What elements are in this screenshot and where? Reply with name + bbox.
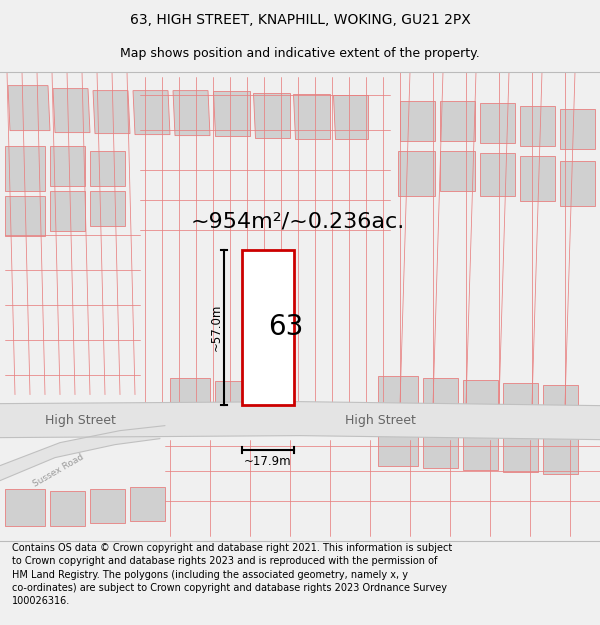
Polygon shape <box>480 102 515 142</box>
Polygon shape <box>50 191 85 231</box>
Text: ~57.0m: ~57.0m <box>209 303 223 351</box>
Polygon shape <box>5 196 45 236</box>
Text: High Street: High Street <box>44 414 115 427</box>
Polygon shape <box>0 426 165 481</box>
Polygon shape <box>50 146 85 186</box>
Polygon shape <box>133 91 170 134</box>
Polygon shape <box>463 379 498 414</box>
Polygon shape <box>400 101 435 141</box>
Polygon shape <box>503 429 538 472</box>
Text: Contains OS data © Crown copyright and database right 2021. This information is : Contains OS data © Crown copyright and d… <box>12 543 452 606</box>
Polygon shape <box>503 382 538 417</box>
Polygon shape <box>543 431 578 474</box>
Polygon shape <box>480 152 515 196</box>
Polygon shape <box>173 91 210 136</box>
Polygon shape <box>215 381 250 414</box>
Polygon shape <box>423 424 458 468</box>
Text: 63: 63 <box>268 313 304 341</box>
Polygon shape <box>463 427 498 469</box>
Polygon shape <box>293 94 330 139</box>
Polygon shape <box>423 378 458 412</box>
Polygon shape <box>5 489 45 526</box>
Polygon shape <box>50 491 85 526</box>
Polygon shape <box>520 156 555 201</box>
Text: Sussex Road: Sussex Road <box>31 452 85 489</box>
Polygon shape <box>90 489 125 522</box>
Polygon shape <box>130 487 165 521</box>
Polygon shape <box>378 422 418 466</box>
Text: ~954m²/~0.236ac.: ~954m²/~0.236ac. <box>191 212 405 232</box>
Polygon shape <box>5 146 45 191</box>
Polygon shape <box>90 191 125 226</box>
Polygon shape <box>560 161 595 206</box>
Polygon shape <box>333 94 368 139</box>
Polygon shape <box>0 402 600 439</box>
Polygon shape <box>53 89 90 132</box>
Polygon shape <box>93 91 130 134</box>
Text: 63, HIGH STREET, KNAPHILL, WOKING, GU21 2PX: 63, HIGH STREET, KNAPHILL, WOKING, GU21 … <box>130 13 470 27</box>
Text: High Street: High Street <box>344 414 415 427</box>
Polygon shape <box>90 151 125 186</box>
Polygon shape <box>378 376 418 411</box>
Text: ~17.9m: ~17.9m <box>244 455 292 468</box>
Polygon shape <box>520 106 555 146</box>
Polygon shape <box>8 86 50 131</box>
Text: Map shows position and indicative extent of the property.: Map shows position and indicative extent… <box>120 48 480 61</box>
Polygon shape <box>253 92 290 138</box>
Polygon shape <box>398 151 435 196</box>
Polygon shape <box>170 378 210 412</box>
Polygon shape <box>440 101 475 141</box>
Polygon shape <box>560 109 595 149</box>
Polygon shape <box>440 151 475 191</box>
Polygon shape <box>213 91 250 136</box>
Polygon shape <box>543 384 578 419</box>
Polygon shape <box>242 249 294 404</box>
